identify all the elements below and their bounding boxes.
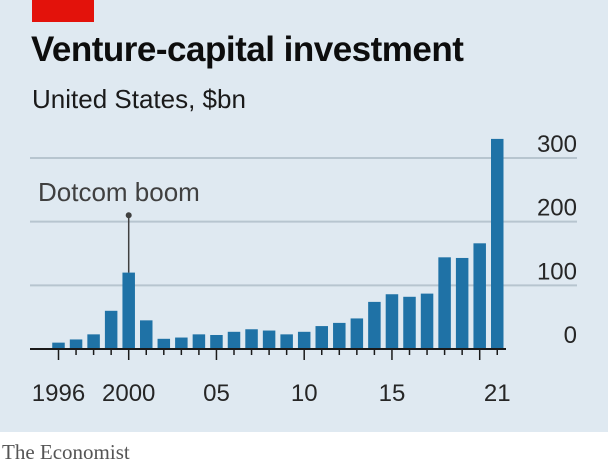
bar-2009 [280,334,293,349]
bar-2016 [403,296,416,349]
annotation-label: Dotcom boom [38,177,200,207]
chart-plot: 0 100 200 300 1996 2000 05 10 15 21 Dotcom boom [30,131,577,407]
x-tick-label-21: 21 [484,380,511,407]
bar-2007 [245,329,258,349]
bar-2014 [368,301,381,349]
bar-2021 [491,138,504,349]
chart-title: Venture-capital investment [31,30,464,69]
bar-2017 [420,293,434,349]
bar-2011 [315,326,328,349]
bar-2015 [385,294,399,349]
x-tick-label-1996: 1996 [32,380,85,407]
y-tick-label-100: 100 [537,258,577,285]
bar-2003 [175,337,188,349]
y-tick-label-0: 0 [564,322,577,349]
bar-2006 [227,331,241,349]
bar-2008 [262,330,276,349]
bar-2000 [122,272,135,349]
source-credit: The Economist [2,440,130,464]
bar-2018 [438,257,451,349]
bar-1996 [52,342,65,349]
x-tick-label-2000: 2000 [102,380,155,407]
y-tick-label-300: 300 [537,131,577,158]
chart-subtitle: United States, $bn [32,84,246,114]
y-tick-label-200: 200 [537,195,577,222]
x-tick-label-10: 10 [291,380,318,407]
bar-2012 [333,322,346,349]
bar-2010 [297,331,311,349]
bar-2013 [350,318,364,349]
bar-1997 [69,339,83,349]
bar-1999 [104,310,118,349]
bar-2004 [192,334,206,349]
x-tick-label-05: 05 [203,380,230,407]
x-tick-label-15: 15 [379,380,406,407]
annotation-dot [125,212,132,219]
bar-1998 [87,334,100,349]
bar-2002 [157,338,171,349]
brand-red-tag [32,0,94,22]
bar-2001 [140,320,153,349]
bar-2019 [455,257,469,349]
bar-2020 [473,243,486,349]
bar-2005 [210,334,223,349]
